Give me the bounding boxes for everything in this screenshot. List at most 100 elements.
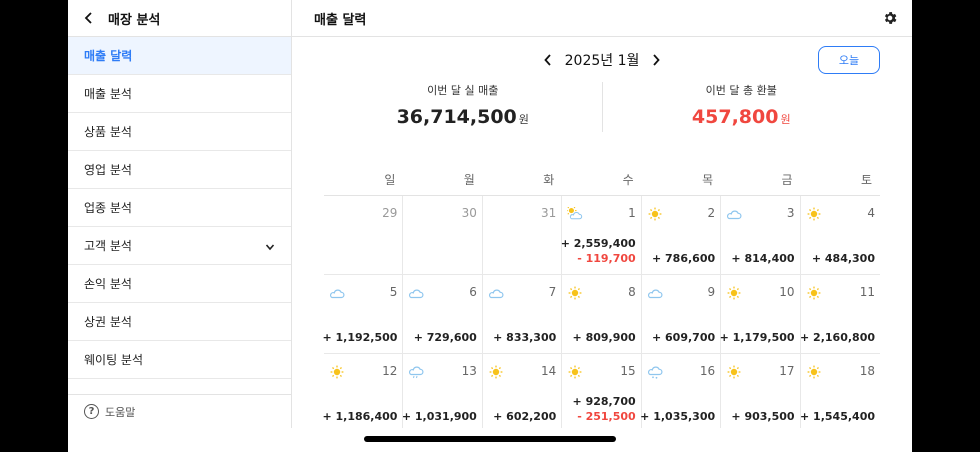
day-cell[interactable]: 13 + 1,031,900 (402, 354, 483, 428)
refund-summary: 이번 달 총 환불 457,800 원 (601, 82, 881, 132)
sidebar-item-label: 매출 달력 (84, 49, 133, 63)
gear-icon[interactable] (882, 10, 898, 26)
weekday-label: 월 (463, 173, 475, 187)
daily-sales: + 928,700 (572, 395, 636, 408)
day-cell[interactable]: 17 + 903,500 (721, 354, 801, 428)
day-cell[interactable]: 2 + 786,600 (642, 196, 722, 274)
day-number: 31 (541, 206, 557, 220)
sidebar-item-8[interactable]: 상권 분석 (68, 303, 291, 341)
day-cell[interactable]: 12 + 1,186,400 (322, 354, 404, 428)
day-cell[interactable]: 30 (403, 196, 483, 274)
day-number: 12 (382, 364, 398, 378)
sunny-weather-icon (567, 285, 583, 300)
sales-label: 이번 달 실 매출 (427, 84, 499, 97)
home-indicator[interactable] (364, 436, 616, 442)
day-cell[interactable]: 9 + 609,700 (642, 275, 722, 353)
sidebar-item-4[interactable]: 영업 분석 (68, 151, 291, 189)
sales-unit: 원 (518, 113, 529, 126)
cloudy-weather-icon (647, 285, 663, 299)
back-arrow-icon[interactable] (82, 11, 96, 25)
daily-refund: - 251,500 (577, 410, 636, 423)
daily-sales: + 609,700 (651, 331, 716, 344)
sidebar-item-5[interactable]: 업종 분석 (68, 189, 291, 227)
sidebar-item-6[interactable]: 고객 분석 (68, 227, 291, 265)
sunny-weather-icon (726, 285, 742, 300)
sunny-weather-icon (488, 364, 504, 379)
day-cell[interactable]: 5 + 1,192,500 (322, 275, 404, 353)
sunny-weather-icon (806, 285, 822, 300)
daily-sales: + 729,600 (413, 331, 477, 344)
day-cell[interactable]: 11 + 2,160,800 (800, 275, 880, 353)
prev-month-icon[interactable] (539, 51, 557, 69)
day-number: 13 (461, 364, 477, 378)
sidebar-item-label: 상품 분석 (84, 125, 132, 139)
daily-sales: + 814,400 (731, 252, 795, 265)
day-number: 2 (707, 206, 716, 220)
day-number: 5 (389, 285, 398, 299)
sidebar-item-label: 웨이팅 분석 (84, 353, 144, 367)
sunny-weather-icon (329, 364, 345, 379)
day-cell[interactable]: 29 (324, 196, 404, 274)
refund-amount: 457,800 (691, 106, 779, 128)
sidebar-header: 매장 분석 (68, 0, 291, 37)
day-cell[interactable]: 14 + 602,200 (483, 354, 563, 428)
daily-refund: - 119,700 (577, 252, 636, 265)
day-cell[interactable]: 4 + 484,300 (801, 196, 880, 274)
sidebar-item-label: 손익 분석 (84, 277, 132, 291)
day-cell[interactable]: 8 + 809,900 (562, 275, 642, 353)
snow-weather-icon (647, 364, 663, 379)
weekday-label: 화 (543, 173, 555, 187)
sidebar-item-2[interactable]: 매출 분석 (68, 75, 291, 113)
weekday-label: 금 (781, 173, 793, 187)
today-button[interactable]: 오늘 (818, 46, 880, 74)
help-button[interactable]: ? 도움말 (68, 394, 291, 428)
day-number: 15 (620, 364, 636, 378)
day-number: 7 (548, 285, 557, 299)
rain-weather-icon (408, 364, 424, 379)
day-cell[interactable]: 16 + 1,035,300 (640, 354, 722, 428)
partly-cloudy-weather-icon (566, 205, 583, 220)
day-cell[interactable]: 1 + 2,559,400 - 119,700 (561, 196, 642, 274)
daily-sales: + 1,179,500 (719, 331, 795, 344)
day-cell[interactable]: 15 + 928,700 - 251,500 (562, 354, 642, 428)
day-number: 8 (628, 285, 636, 299)
day-cell[interactable]: 18 + 1,545,400 (800, 354, 880, 428)
sunny-weather-icon (647, 206, 663, 221)
day-number: 29 (382, 206, 398, 220)
day-cell[interactable]: 31 (483, 196, 563, 274)
next-month-icon[interactable] (647, 51, 665, 69)
sidebar-item-1[interactable]: 매출 달력 (68, 37, 291, 75)
day-cell[interactable]: 6 + 729,600 (403, 275, 483, 353)
sidebar-item-label: 업종 분석 (84, 201, 132, 215)
month-label: 2025년 1월 (564, 53, 640, 69)
day-number: 3 (786, 206, 795, 220)
sunny-weather-icon (726, 364, 742, 379)
calendar-week-row: 29 30 31 1 + 2,559,400 - 119,700 2 + 786,600 3 + … (324, 196, 880, 275)
daily-sales: + 1,186,400 (322, 410, 398, 423)
weekday-label: 목 (702, 173, 714, 187)
sidebar-item-3[interactable]: 상품 분석 (68, 113, 291, 151)
day-number: 18 (859, 364, 875, 378)
sidebar-item-label: 영업 분석 (84, 163, 132, 177)
sidebar-item-label: 상권 분석 (84, 315, 132, 329)
cloudy-weather-icon (329, 285, 345, 299)
sidebar-item-9[interactable]: 웨이팅 분석 (68, 341, 291, 379)
daily-sales: + 1,545,400 (800, 410, 875, 423)
month-navigator: 2025년 1월 (292, 48, 912, 72)
refund-label: 이번 달 총 환불 (705, 84, 777, 97)
calendar-week-row: 12 + 1,186,400 13 + 1,031,900 14 + 602,200 15 +… (322, 354, 880, 428)
day-cell[interactable]: 10 + 1,179,500 (719, 275, 801, 353)
sidebar-item-7[interactable]: 손익 분석 (68, 265, 291, 303)
day-cell[interactable]: 3 + 814,400 (721, 196, 801, 274)
main-header: 매출 달력 (292, 0, 912, 37)
daily-sales: + 602,200 (493, 410, 557, 423)
day-number: 4 (867, 206, 875, 220)
day-cell[interactable]: 7 + 833,300 (483, 275, 563, 353)
sunny-weather-icon (567, 364, 583, 379)
day-number: 10 (779, 285, 795, 299)
daily-sales: + 1,192,500 (322, 331, 398, 344)
sunny-weather-icon (806, 364, 822, 379)
